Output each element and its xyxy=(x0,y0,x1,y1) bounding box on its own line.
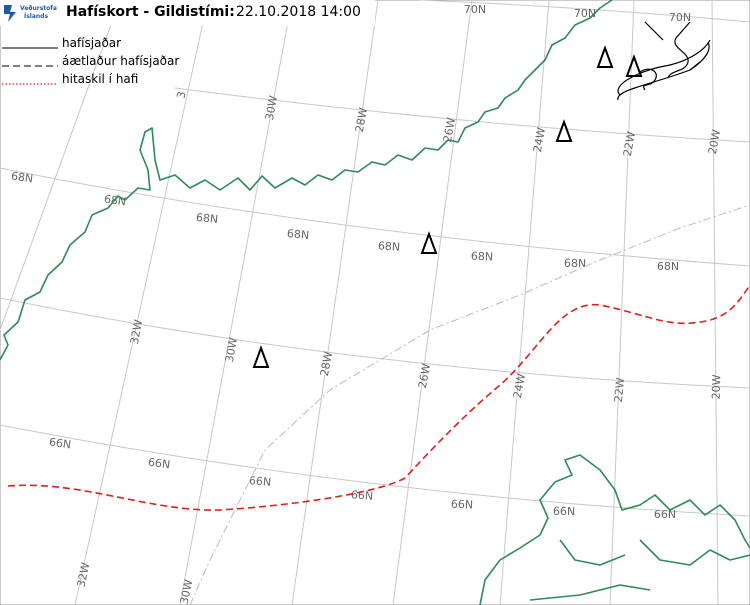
latitude-line xyxy=(174,87,750,143)
graticule-label: 20W xyxy=(706,128,723,155)
graticule-label: 66N xyxy=(147,456,171,472)
graticule-label: 68N xyxy=(286,227,309,242)
graticule-label: 70N xyxy=(574,7,596,20)
graticule-label: 28W xyxy=(318,350,335,377)
longitude-line xyxy=(74,0,209,605)
graticule-label: 66N xyxy=(248,474,271,489)
graticule-label: 32W xyxy=(128,318,145,345)
graticule-labels: 70N 70N 70N 3 30W 28W 26W 24W 22W 20W 68N 68N 68N 68N… xyxy=(10,3,723,605)
legend: hafísjaðar áætlaður hafísjaðar hitaskil … xyxy=(2,36,179,86)
graticule-label: 30W xyxy=(178,578,196,605)
graticule-label: 26W xyxy=(416,362,433,389)
graticule-label: 68N xyxy=(10,170,34,186)
title: Hafískort - Gildistími: xyxy=(66,4,235,20)
graticule-label: 66N xyxy=(553,505,575,518)
latitude-line xyxy=(0,167,750,267)
graticule-label: 28W xyxy=(353,106,370,133)
graticule-label: 70N xyxy=(669,11,691,24)
graticule-label: 68N xyxy=(657,260,679,273)
graticule-label: 20W xyxy=(710,374,724,399)
triangle xyxy=(555,119,573,142)
logo: Veðurstofa Íslands xyxy=(4,5,57,22)
graticule-label: 68N xyxy=(377,239,400,254)
graticule-label: 68N xyxy=(471,250,494,264)
graticule-label: 3 xyxy=(174,90,188,99)
graticule-label: 26W xyxy=(441,116,458,143)
coastline-iceland xyxy=(479,454,750,605)
graticule-label: 30W xyxy=(263,94,280,121)
graticule-label: 66N xyxy=(48,436,72,452)
ice-symbols xyxy=(252,45,643,368)
longitude-line xyxy=(392,0,473,605)
triangle xyxy=(625,54,643,77)
legend-label: áætlaður hafísjaðar xyxy=(62,54,179,68)
latitude-line xyxy=(419,0,750,23)
graticule-label: 22W xyxy=(612,377,627,403)
longitude-line xyxy=(179,0,293,605)
graticule-label: 68N xyxy=(195,211,218,226)
longitude-line xyxy=(609,0,635,605)
longitude-line xyxy=(711,0,719,605)
header-bg xyxy=(0,0,375,26)
graticule-label: 24W xyxy=(531,126,548,153)
graticule-label: 66N xyxy=(654,508,676,521)
longitude-line xyxy=(499,0,550,605)
longitude-line xyxy=(291,0,379,605)
triangle xyxy=(252,345,270,368)
legend-label: hafísjaðar xyxy=(62,36,121,50)
graticule-label: 24W xyxy=(511,372,528,399)
coastline-greenland xyxy=(0,0,613,361)
legend-label: hitaskil í hafi xyxy=(62,72,138,86)
graticule-label: 70N xyxy=(464,3,486,16)
logo-text: Íslands xyxy=(24,12,48,20)
logo-text: Veðurstofa xyxy=(20,5,57,12)
ice-edge xyxy=(617,21,711,101)
graticule-label: 68N xyxy=(564,257,586,270)
longitude-line xyxy=(0,0,121,331)
triangle xyxy=(596,45,614,68)
triangle xyxy=(420,231,438,254)
graticule-label: 32W xyxy=(75,561,93,588)
logo-icon xyxy=(4,5,16,22)
valid-time: 22.10.2018 14:00 xyxy=(236,4,361,20)
graticule-label: 30W xyxy=(223,336,240,363)
graticule-label: 66N xyxy=(451,498,474,512)
latitude-line xyxy=(0,424,750,517)
latitude-line xyxy=(0,297,750,389)
temperature-front xyxy=(7,284,750,511)
graticule-label: 66N xyxy=(350,488,373,503)
graticule-label: 22W xyxy=(621,130,638,157)
